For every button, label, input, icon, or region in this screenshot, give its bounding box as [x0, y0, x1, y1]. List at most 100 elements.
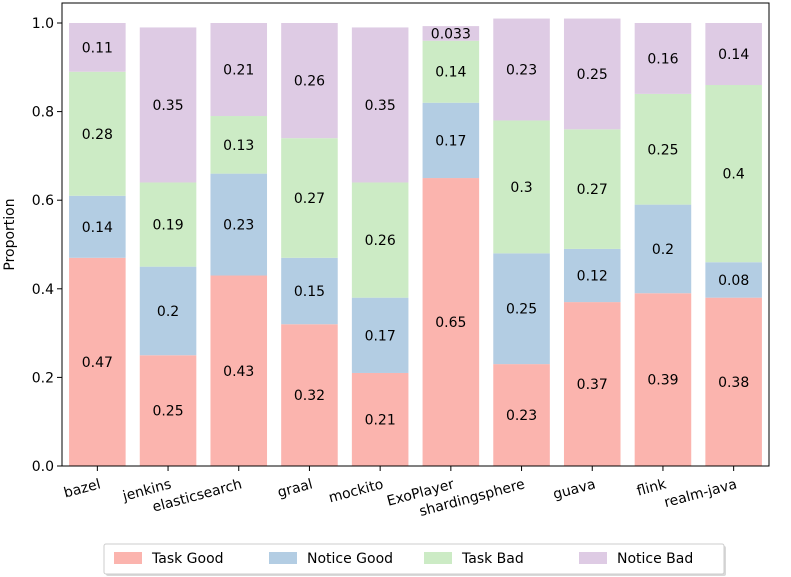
bar-segment — [281, 257, 338, 325]
bar-segment — [210, 173, 268, 276]
data-label: 0.25 — [647, 142, 678, 158]
data-label: 0.16 — [647, 51, 678, 67]
legend-swatch — [114, 552, 142, 564]
data-label: 0.14 — [435, 65, 466, 81]
y-tick-label: 0.2 — [32, 370, 54, 386]
bar-segment — [493, 253, 550, 365]
bar-segment — [422, 40, 480, 103]
data-label: 0.28 — [82, 127, 113, 143]
data-label: 0.21 — [223, 63, 254, 79]
x-tick-label: guava — [551, 476, 597, 503]
bar-segment — [210, 116, 268, 174]
bar-segment — [705, 262, 762, 298]
y-tick-label: 0.8 — [32, 105, 54, 121]
data-label: 0.17 — [365, 328, 396, 344]
bar-segment — [705, 23, 762, 86]
x-tick-label: mockito — [327, 476, 385, 506]
data-label: 0.25 — [152, 404, 183, 420]
bar-segment — [351, 297, 409, 373]
bar-segment — [69, 257, 126, 466]
bar-segment — [69, 71, 126, 196]
bar-segment — [563, 18, 621, 130]
data-label: 0.19 — [152, 218, 183, 234]
x-tick-label: flink — [635, 476, 669, 499]
data-label: 0.26 — [365, 233, 396, 249]
data-label: 0.23 — [506, 63, 537, 79]
data-label: 0.37 — [577, 377, 608, 393]
legend-label: Notice Good — [307, 551, 393, 567]
data-label: 0.25 — [577, 67, 608, 83]
data-label: 0.25 — [506, 302, 537, 318]
legend-label: Task Good — [151, 551, 224, 567]
data-label: 0.27 — [577, 182, 608, 198]
legend-box — [103, 543, 725, 575]
data-label: 0.43 — [223, 364, 254, 380]
data-label: 0.2 — [652, 242, 674, 258]
data-label: 0.39 — [647, 373, 678, 389]
bar-segment — [422, 26, 480, 41]
bar-segment — [634, 293, 692, 466]
bar-segment — [69, 23, 126, 72]
bar-segment — [705, 85, 762, 263]
bar-segment — [634, 93, 692, 205]
data-label: 0.23 — [223, 218, 254, 234]
bar-segment — [351, 372, 409, 466]
y-tick-label: 0.6 — [32, 193, 54, 209]
bar-segment — [493, 120, 550, 254]
data-label: 0.2 — [157, 304, 179, 320]
x-tick-label: bazel — [62, 476, 102, 501]
legend-swatch — [424, 552, 452, 564]
data-label: 0.3 — [510, 180, 532, 196]
y-tick-label: 0.0 — [32, 459, 54, 475]
bar-segment — [705, 297, 762, 466]
data-label: 0.26 — [294, 74, 325, 90]
data-label: 0.033 — [431, 26, 471, 42]
y-axis: 0.0 0.2 0.4 0.6 0.8 1.0 — [32, 16, 62, 475]
data-label: 0.21 — [365, 412, 396, 428]
data-label: 0.38 — [718, 375, 749, 391]
data-label: 0.47 — [82, 355, 113, 371]
bar-segment — [563, 302, 621, 466]
bar-segment — [563, 129, 621, 249]
data-label: 0.32 — [294, 388, 325, 404]
data-label: 0.08 — [718, 273, 749, 289]
data-label: 0.11 — [82, 40, 113, 56]
bar-segment — [634, 204, 692, 294]
bar-segment — [139, 266, 197, 356]
bar-segment — [139, 27, 197, 183]
bar-segment — [351, 27, 409, 183]
data-label: 0.13 — [223, 138, 254, 154]
bar-segment — [210, 23, 268, 117]
bar-segment — [634, 23, 692, 94]
x-tick-label: graal — [276, 476, 315, 501]
data-label: 0.4 — [723, 167, 745, 183]
bar-segment — [563, 248, 621, 303]
y-tick-label: 0.4 — [32, 282, 54, 298]
bar-segment — [351, 182, 409, 298]
data-label: 0.35 — [365, 98, 396, 114]
data-label: 0.23 — [506, 408, 537, 424]
bar-segment — [281, 23, 338, 139]
bar-segment — [422, 178, 480, 467]
data-labels-layer: 0.47 0.14 0.28 0.11 0.25 0.2 0.19 0.35 0.43 0.23 0… — [82, 26, 750, 428]
data-label: 0.12 — [577, 269, 608, 285]
y-axis-label: Proportion — [2, 198, 18, 270]
bar-segment — [493, 18, 550, 121]
bar-segment — [69, 195, 126, 258]
data-label: 0.17 — [435, 133, 466, 149]
bar-segment — [139, 182, 197, 267]
bars-layer — [69, 18, 762, 467]
plot-frame — [61, 2, 770, 467]
data-label: 0.14 — [718, 47, 749, 63]
bar-segment — [281, 324, 338, 466]
legend-label: Notice Bad — [617, 551, 693, 567]
bar-segment — [281, 138, 338, 258]
y-tick-label: 1.0 — [32, 16, 54, 32]
x-tick-label: realm-java — [663, 476, 739, 511]
data-label: 0.35 — [152, 98, 183, 114]
bar-segment — [210, 275, 268, 466]
legend-swatch — [269, 552, 297, 564]
legend: Task Good Notice Good Task Bad Notice Bad — [103, 543, 726, 576]
